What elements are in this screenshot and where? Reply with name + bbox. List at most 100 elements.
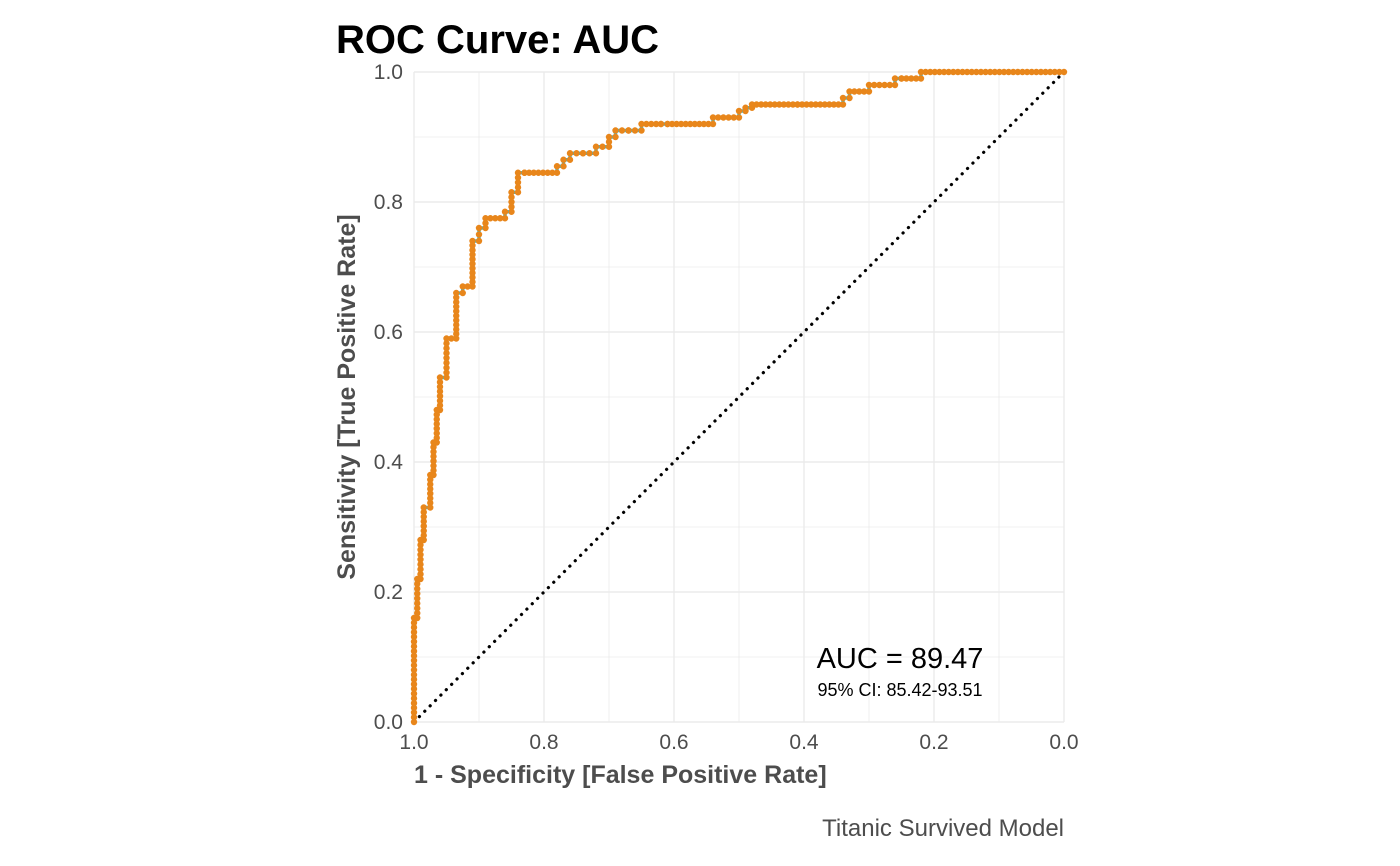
roc-point: [1028, 68, 1035, 76]
roc-point: [566, 150, 574, 157]
roc-point: [687, 120, 694, 128]
roc-point: [668, 120, 676, 128]
x-tick-label: 0.6: [659, 731, 688, 754]
roc-point: [433, 425, 440, 432]
roc-point: [433, 420, 440, 428]
roc-point: [1005, 68, 1012, 76]
roc-point: [812, 101, 819, 108]
x-tick-label: 0.2: [919, 731, 948, 754]
roc-point: [860, 88, 868, 95]
roc-point: [691, 120, 698, 128]
roc-point: [657, 120, 665, 128]
roc-point: [931, 68, 939, 76]
roc-points: [410, 68, 1068, 726]
roc-point: [817, 101, 824, 108]
x-axis-title: 1 - Specificity [False Positive Rate]: [414, 761, 827, 789]
roc-point: [865, 88, 873, 95]
roc-point: [553, 169, 561, 176]
roc-point: [977, 68, 985, 76]
roc-point: [464, 283, 471, 290]
roc-point: [410, 676, 418, 683]
roc-point: [443, 349, 450, 357]
roc-point: [410, 666, 418, 674]
roc-point: [696, 120, 703, 128]
roc-point: [453, 303, 460, 310]
roc-point: [436, 388, 444, 395]
roc-point: [410, 690, 418, 697]
roc-point: [950, 68, 957, 76]
roc-point: [469, 251, 476, 258]
roc-point: [1014, 68, 1022, 76]
roc-point: [410, 628, 418, 636]
roc-point: [807, 101, 815, 108]
roc-point: [417, 546, 424, 553]
roc-point: [482, 224, 489, 232]
roc-point: [573, 150, 580, 157]
roc-point: [410, 652, 418, 660]
roc-point: [410, 671, 418, 678]
roc-point: [443, 374, 450, 381]
roc-point: [803, 101, 810, 108]
roc-point: [427, 481, 434, 488]
roc-point: [443, 354, 450, 362]
x-tick-label: 0.4: [789, 731, 819, 754]
roc-point: [410, 619, 418, 626]
roc-point: [839, 101, 847, 108]
roc-point: [414, 600, 421, 607]
y-tick-label: 0.0: [374, 711, 403, 734]
diagonal-reference-line: [412, 70, 1066, 724]
roc-point: [735, 114, 743, 121]
roc-point: [420, 513, 427, 520]
roc-point: [605, 138, 613, 146]
roc-point: [789, 101, 797, 108]
roc-point: [638, 127, 645, 134]
roc-point: [448, 335, 455, 342]
x-tick-label: 0.8: [529, 731, 558, 754]
roc-point: [776, 101, 783, 108]
roc-point: [579, 150, 587, 157]
roc-point: [821, 101, 828, 108]
roc-point: [430, 443, 437, 451]
y-tick-label: 0.4: [374, 451, 404, 474]
roc-point: [891, 75, 899, 82]
roc-point: [414, 605, 421, 612]
roc-point: [427, 504, 434, 511]
roc-point: [927, 68, 934, 76]
roc-point: [586, 150, 593, 157]
y-tick-label: 0.8: [374, 191, 403, 214]
roc-point: [612, 133, 619, 141]
y-tick-label: 1.0: [374, 61, 403, 84]
roc-point: [410, 718, 418, 726]
roc-point: [410, 647, 418, 655]
roc-point: [501, 215, 509, 222]
roc-point: [544, 169, 551, 176]
roc-point: [417, 561, 424, 568]
roc-point: [618, 127, 626, 134]
roc-point: [420, 522, 427, 530]
roc-point: [436, 383, 444, 390]
roc-point: [443, 359, 450, 367]
roc-point: [482, 219, 489, 227]
roc-point: [514, 169, 522, 176]
roc-point: [410, 685, 418, 693]
roc-point: [469, 269, 476, 277]
roc-point: [453, 330, 460, 338]
roc-point: [427, 495, 434, 502]
roc-point: [410, 662, 418, 669]
roc-point: [410, 638, 418, 645]
y-axis-ticks: 0.0 0.2 0.4 0.6 0.8 1.0: [374, 61, 404, 734]
roc-point: [830, 101, 838, 108]
roc-point: [839, 94, 847, 102]
roc-point: [414, 609, 421, 617]
roc-point: [482, 215, 489, 222]
roc-point: [865, 81, 873, 89]
roc-point: [835, 101, 842, 108]
chart-caption: Titanic Survived Model: [822, 815, 1064, 842]
roc-point: [986, 68, 994, 76]
roc-point: [417, 570, 424, 578]
roc-point: [436, 406, 444, 414]
roc-point: [469, 260, 476, 267]
roc-point: [682, 120, 689, 128]
roc-point: [982, 68, 989, 76]
roc-point: [936, 68, 943, 76]
